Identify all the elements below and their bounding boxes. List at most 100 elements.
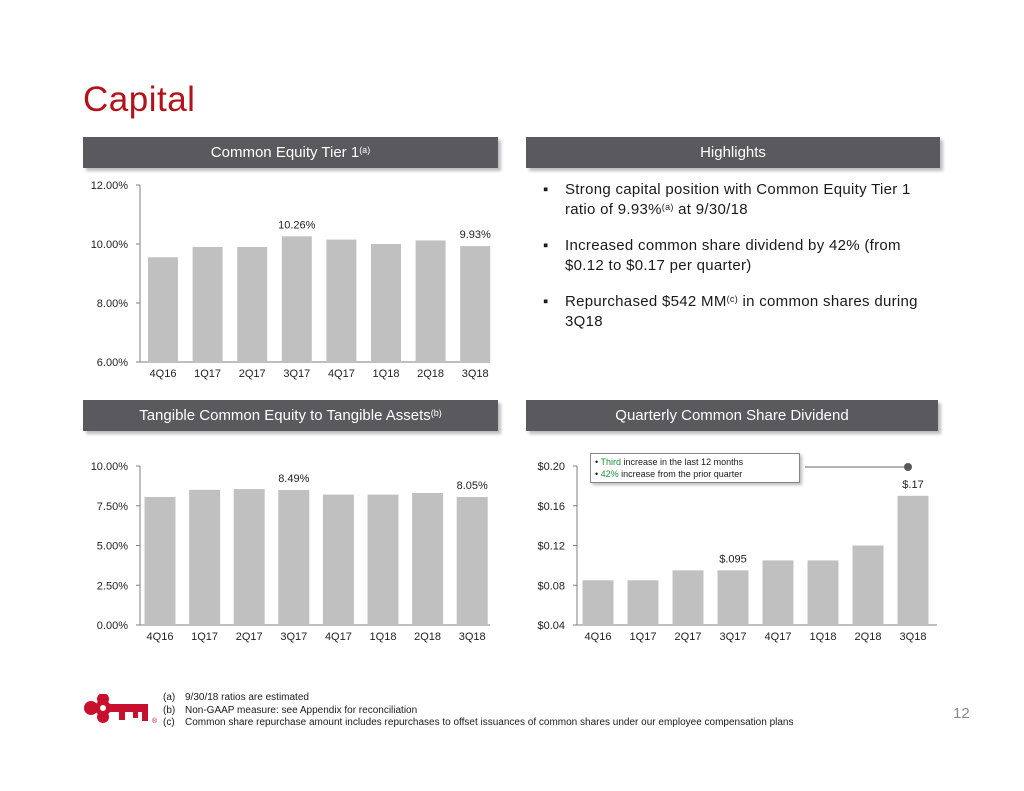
- cet1-header: Common Equity Tier 1 (a): [83, 137, 498, 168]
- footnote-text: 9/30/18 ratios are estimated: [185, 692, 309, 703]
- dividend-callout: • Third increase in the last 12 months •…: [590, 453, 800, 483]
- x-tick-label: 1Q17: [191, 631, 218, 643]
- x-tick-label: 4Q17: [765, 631, 792, 643]
- x-tick-label: 2Q18: [414, 631, 441, 643]
- highlight-text: Repurchased $542 MM: [565, 293, 727, 310]
- bar: [233, 489, 265, 625]
- y-tick-label: 6.00%: [97, 357, 128, 369]
- highlights-list: ▪ Strong capital position with Common Eq…: [543, 180, 923, 348]
- x-tick-label: 2Q17: [236, 631, 263, 643]
- bar: [192, 246, 223, 362]
- x-tick-label: 4Q16: [150, 368, 177, 380]
- bar: [144, 497, 176, 625]
- bar: [717, 570, 749, 625]
- callout-text: increase in the last 12 months: [621, 457, 744, 467]
- page-number: 12: [953, 705, 970, 722]
- x-tick-label: 3Q18: [900, 631, 927, 643]
- data-label: 8.49%: [278, 473, 309, 485]
- bar: [189, 489, 221, 625]
- callout-line-2: • 42% increase from the prior quarter: [595, 468, 795, 480]
- bar: [326, 239, 357, 362]
- bar: [322, 494, 354, 625]
- bar: [371, 244, 401, 362]
- y-tick-label: 10.00%: [91, 239, 129, 251]
- tce-header: Tangible Common Equity to Tangible Asset…: [83, 400, 498, 431]
- footnote-tag: (a): [163, 692, 176, 703]
- tce-header-sup: (b): [430, 407, 442, 418]
- x-tick-label: 2Q18: [855, 631, 882, 643]
- x-tick-label: 4Q16: [585, 631, 612, 643]
- key-logo-icon: ®: [84, 694, 158, 725]
- y-tick-label: 7.50%: [97, 501, 128, 513]
- highlight-text-post: at 9/30/18: [673, 201, 748, 218]
- bar: [582, 580, 614, 625]
- bar: [807, 560, 839, 625]
- y-tick-label: 5.00%: [97, 541, 128, 553]
- y-tick-label: 0.00%: [97, 620, 128, 632]
- callout-text: increase from the prior quarter: [618, 469, 743, 479]
- page-title: Capital: [83, 80, 196, 119]
- x-tick-label: 2Q17: [675, 631, 702, 643]
- callout-green-text: 42%: [600, 469, 619, 479]
- cet1-chart: 12.00% 10.00% 8.00% 6.00% 4Q16 1Q17 2Q17 3Q17 10…: [91, 180, 491, 380]
- bar: [456, 497, 488, 625]
- y-tick-label: $0.04: [537, 620, 565, 632]
- highlights-header: Highlights: [526, 137, 940, 168]
- x-tick-label: 1Q18: [810, 631, 837, 643]
- data-label: $.17: [902, 479, 923, 491]
- footnote-tag: (b): [163, 704, 176, 716]
- x-tick-label: 3Q17: [280, 631, 307, 643]
- cet1-header-text: Common Equity Tier 1: [210, 144, 360, 161]
- data-label: 10.26%: [278, 219, 316, 231]
- bar: [148, 257, 178, 362]
- callout-green-text: Third: [600, 457, 622, 467]
- highlight-sup: (a): [661, 202, 674, 212]
- footnote-text: Common share repurchase amount includes …: [185, 717, 794, 728]
- tce-header-text: Tangible Common Equity to Tangible Asset…: [139, 407, 431, 424]
- callout-bullet: •: [595, 469, 601, 479]
- dividend-chart: $0.20 $0.16 $0.12 $0.08 $0.04 4Q16 1Q17 2Q17 3Q1…: [537, 461, 937, 643]
- data-label: $.095: [719, 553, 747, 565]
- x-tick-label: 3Q17: [283, 368, 310, 380]
- bar: [762, 560, 794, 625]
- x-tick-label: 1Q17: [194, 368, 221, 380]
- data-label: 8.05%: [457, 480, 488, 492]
- footnote: (a) 9/30/18 ratios are estimated: [163, 692, 793, 705]
- x-tick-label: 3Q18: [462, 368, 489, 380]
- highlight-item: ▪ Increased common share dividend by 42%…: [543, 236, 923, 276]
- bar: [367, 494, 399, 625]
- dividend-header: Quarterly Common Share Dividend: [526, 400, 938, 431]
- bar: [627, 580, 659, 625]
- bar: [852, 545, 884, 625]
- y-tick-label: 8.00%: [97, 298, 128, 310]
- y-tick-label: $0.20: [537, 461, 565, 473]
- footnote: (c) Common share repurchase amount includ…: [163, 717, 793, 730]
- x-tick-label: 4Q17: [325, 631, 352, 643]
- callout-leader-dot: [904, 463, 912, 471]
- bullet-icon: ▪: [543, 181, 549, 198]
- highlight-item: ▪ Repurchased $542 MM(c) in common share…: [543, 292, 923, 332]
- x-tick-label: 4Q17: [328, 368, 355, 380]
- bar: [897, 495, 929, 625]
- footnote-tag: (c): [163, 717, 175, 728]
- highlight-text-post: in common shares during 3Q18: [565, 293, 918, 330]
- footnote: (b) Non-GAAP measure: see Appendix for re…: [163, 705, 793, 718]
- x-tick-label: 2Q17: [239, 368, 266, 380]
- x-tick-label: 3Q17: [720, 631, 747, 643]
- highlights-header-text: Highlights: [700, 144, 766, 161]
- bar: [412, 493, 444, 625]
- y-tick-label: $0.16: [537, 501, 565, 513]
- x-tick-label: 4Q16: [147, 631, 174, 643]
- bar: [672, 570, 704, 625]
- x-tick-label: 1Q18: [370, 631, 397, 643]
- y-tick-label: $0.12: [537, 541, 565, 553]
- x-tick-label: 1Q17: [630, 631, 657, 643]
- highlight-sup: (c): [726, 294, 739, 304]
- x-tick-label: 2Q18: [417, 368, 444, 380]
- highlight-item: ▪ Strong capital position with Common Eq…: [543, 180, 923, 220]
- bar: [278, 490, 310, 625]
- y-tick-label: 2.50%: [97, 580, 128, 592]
- svg-text:®: ®: [152, 717, 158, 725]
- y-tick-label: 12.00%: [91, 180, 129, 192]
